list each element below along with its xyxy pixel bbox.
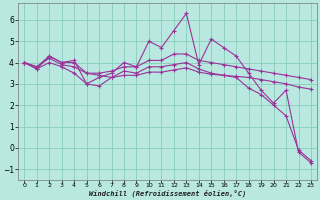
X-axis label: Windchill (Refroidissement éolien,°C): Windchill (Refroidissement éolien,°C)	[89, 190, 246, 197]
